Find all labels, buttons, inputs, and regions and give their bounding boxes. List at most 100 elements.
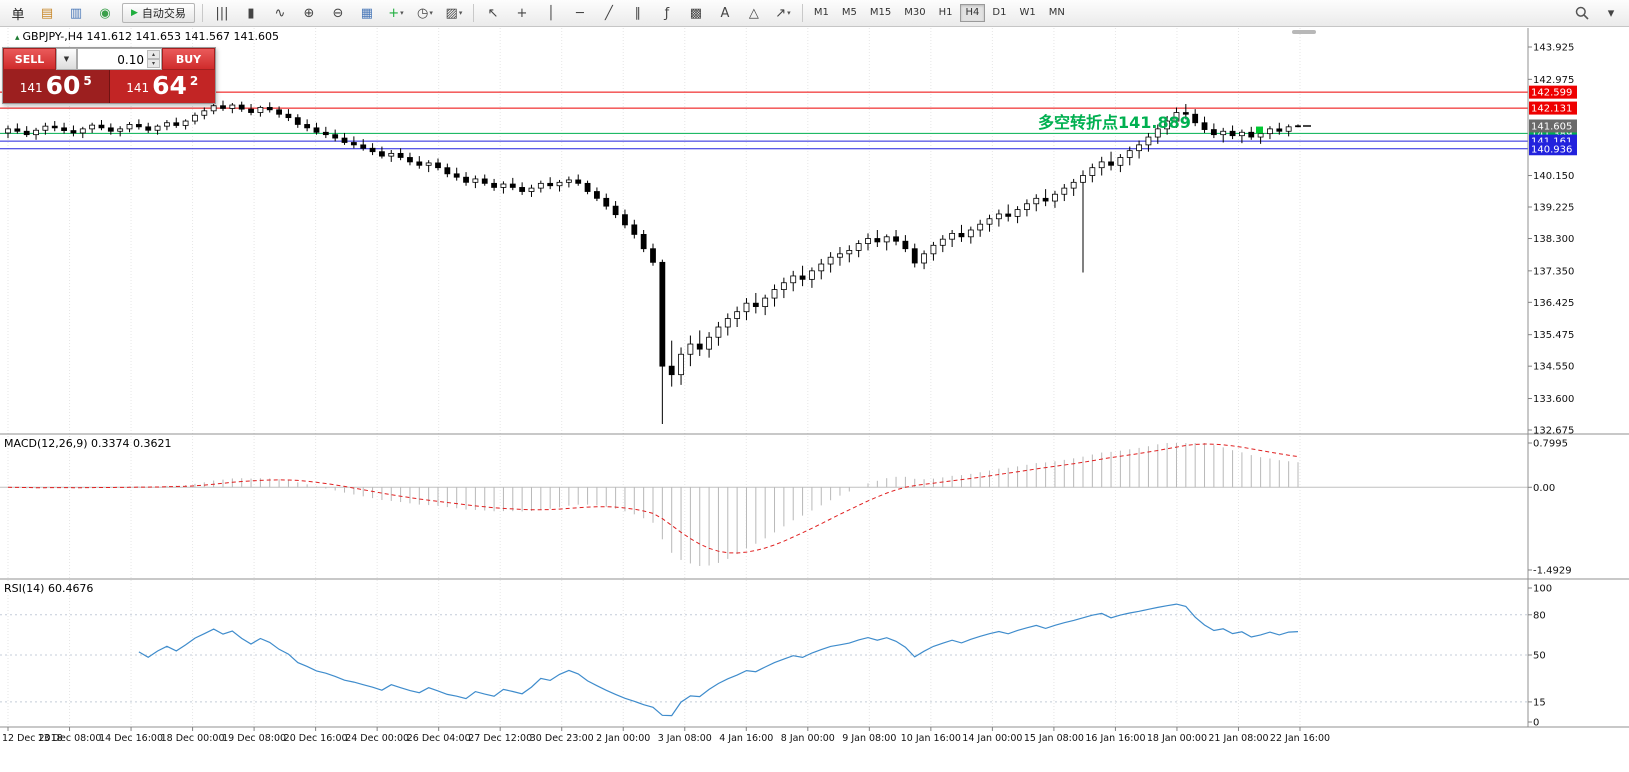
svg-text:137.350: 137.350 xyxy=(1533,266,1574,277)
timeframe-group: M1 M5 M15 M30 H1 H4 D1 W1 MN xyxy=(808,4,1071,22)
vertical-line-icon[interactable]: │ xyxy=(547,5,555,21)
volume-spinner: ▴ ▾ xyxy=(147,50,160,68)
svg-text:21 Jan 08:00: 21 Jan 08:00 xyxy=(1208,733,1268,744)
market-watch-icon[interactable]: ▤ xyxy=(40,5,54,21)
svg-text:0: 0 xyxy=(1533,718,1539,729)
metaeditor-icon[interactable]: ◉ xyxy=(99,5,111,21)
svg-text:141.389: 141.389 xyxy=(1531,129,1572,140)
svg-text:50: 50 xyxy=(1533,651,1546,662)
sell-button[interactable]: SELL xyxy=(3,48,56,70)
svg-text:10 Jan 16:00: 10 Jan 16:00 xyxy=(901,733,961,744)
bar-chart-icon[interactable]: ||| xyxy=(215,5,229,21)
svg-text:27 Dec 12:00: 27 Dec 12:00 xyxy=(468,733,532,744)
svg-text:22 Jan 16:00: 22 Jan 16:00 xyxy=(1270,733,1330,744)
svg-text:133.600: 133.600 xyxy=(1533,394,1574,405)
svg-text:0.00: 0.00 xyxy=(1533,483,1555,494)
candlesticks xyxy=(5,100,1301,425)
timeframe-m1[interactable]: M1 xyxy=(808,4,835,22)
chevron-down-icon: ▾ xyxy=(787,9,791,17)
sell-price-sup: 5 xyxy=(83,74,92,88)
svg-text:26 Dec 04:00: 26 Dec 04:00 xyxy=(407,733,471,744)
trade-panel-controls: SELL ▼ ▴▾ BUY xyxy=(3,48,215,70)
price-badge: 140.936 xyxy=(1529,142,1577,156)
pivot-annotation: 多空转折点141.889 xyxy=(1038,113,1191,132)
svg-text:13 Dec 08:00: 13 Dec 08:00 xyxy=(38,733,102,744)
sell-price-panel[interactable]: 141 60 5 xyxy=(3,70,110,103)
svg-text:18 Dec 00:00: 18 Dec 00:00 xyxy=(161,733,225,744)
volume-up-icon[interactable]: ▴ xyxy=(147,50,160,59)
tile-windows-icon[interactable]: ▦ xyxy=(360,5,374,21)
chevron-down-icon: ▾ xyxy=(458,9,463,17)
timeframe-m15[interactable]: M15 xyxy=(864,4,897,22)
buy-marker xyxy=(1256,126,1263,134)
volume-input[interactable] xyxy=(78,50,161,70)
svg-text:138.300: 138.300 xyxy=(1533,234,1574,245)
svg-text:0.7995: 0.7995 xyxy=(1533,439,1568,450)
timeframe-d1[interactable]: D1 xyxy=(986,4,1012,22)
arrows-icon[interactable]: ↗ ▾ xyxy=(775,5,791,21)
fibonacci-icon[interactable]: ƒ xyxy=(664,5,670,21)
expand-toolbar-icon[interactable]: ▾ xyxy=(1607,5,1615,21)
rsi-line xyxy=(138,603,1299,717)
zoom-out-icon[interactable]: ⊖ xyxy=(332,5,344,21)
timeframe-m30[interactable]: M30 xyxy=(898,4,931,22)
timeframe-m5[interactable]: M5 xyxy=(836,4,863,22)
macd-histogram xyxy=(16,443,1299,566)
chart-shift-scrollbar[interactable] xyxy=(1292,30,1316,34)
gann-grid-icon[interactable]: ▩ xyxy=(689,5,703,21)
toolbar-separator xyxy=(472,4,474,22)
symbol-arrow-icon: ▴ xyxy=(15,33,20,43)
buy-button[interactable]: BUY xyxy=(162,48,215,70)
text-label-icon[interactable]: A xyxy=(720,5,730,21)
svg-text:142.599: 142.599 xyxy=(1531,88,1572,99)
svg-text:18 Jan 00:00: 18 Jan 00:00 xyxy=(1147,733,1207,744)
svg-text:135.475: 135.475 xyxy=(1533,330,1574,341)
svg-text:4 Jan 16:00: 4 Jan 16:00 xyxy=(719,733,773,744)
volume-down-icon[interactable]: ▾ xyxy=(147,59,160,68)
svg-text:142.975: 142.975 xyxy=(1533,75,1574,86)
shapes-icon[interactable]: △ xyxy=(748,5,759,21)
price-axis-labels[interactable]: 143.925 142.975 140.150 139.225 138.300 137.3… xyxy=(1528,43,1574,729)
timeframe-mn[interactable]: MN xyxy=(1043,4,1071,22)
new-order-button[interactable]: 单 xyxy=(11,7,25,23)
svg-text:24 Dec 00:00: 24 Dec 00:00 xyxy=(345,733,409,744)
sell-price-prefix: 141 xyxy=(19,81,43,95)
order-type-dropdown[interactable]: ▼ xyxy=(56,48,77,70)
svg-text:16 Jan 16:00: 16 Jan 16:00 xyxy=(1085,733,1145,744)
timeframe-w1[interactable]: W1 xyxy=(1013,4,1041,22)
svg-text:-1.4929: -1.4929 xyxy=(1533,566,1572,577)
cursor-icon[interactable]: ↖ xyxy=(487,5,499,21)
toolbar-right-group: ▾ xyxy=(1597,2,1625,25)
channel-icon[interactable]: ∥ xyxy=(634,5,642,21)
periods-icon[interactable]: ◷ ▾ xyxy=(416,5,433,21)
chart-window-icon[interactable]: ▥ xyxy=(69,5,83,21)
horizontal-line-icon[interactable]: ─ xyxy=(576,5,584,21)
templates-icon[interactable]: ▨ ▾ xyxy=(445,5,463,21)
svg-text:15: 15 xyxy=(1533,697,1546,708)
buy-price-sup: 2 xyxy=(189,74,199,88)
timeframe-h1[interactable]: H1 xyxy=(933,4,959,22)
chart-canvas[interactable]: 多空转折点141.889 143.925 142.975 140.150 139.225… xyxy=(0,28,1629,772)
zoom-in-icon[interactable]: ⊕ xyxy=(303,5,315,21)
buy-price-panel[interactable]: 141 64 2 xyxy=(109,70,215,103)
autotrade-button[interactable]: ▶ 自动交易 xyxy=(122,3,195,23)
trendline-icon[interactable]: ╱ xyxy=(605,5,613,21)
svg-text:14 Jan 00:00: 14 Jan 00:00 xyxy=(962,733,1022,744)
play-icon: ▶ xyxy=(131,8,138,18)
search-icon[interactable] xyxy=(1568,2,1596,25)
candlestick-chart-icon[interactable]: ▮ xyxy=(247,5,255,21)
line-chart-icon[interactable]: ∿ xyxy=(274,5,286,21)
timeframe-h4[interactable]: H4 xyxy=(959,4,986,22)
svg-text:14 Dec 16:00: 14 Dec 16:00 xyxy=(99,733,163,744)
svg-text:100: 100 xyxy=(1533,584,1552,595)
svg-text:80: 80 xyxy=(1533,610,1546,621)
indicators-icon[interactable]: + ▾ xyxy=(388,5,404,21)
svg-text:141.161: 141.161 xyxy=(1531,137,1572,148)
chevron-down-icon: ▼ xyxy=(63,55,70,63)
toolbar-separator xyxy=(801,4,803,22)
ohlc-readout: GBPJPY-,H4 141.612 141.653 141.567 141.6… xyxy=(22,30,279,43)
svg-text:140.936: 140.936 xyxy=(1531,144,1572,155)
crosshair-icon[interactable]: + xyxy=(516,5,528,21)
svg-text:143.925: 143.925 xyxy=(1533,43,1574,54)
